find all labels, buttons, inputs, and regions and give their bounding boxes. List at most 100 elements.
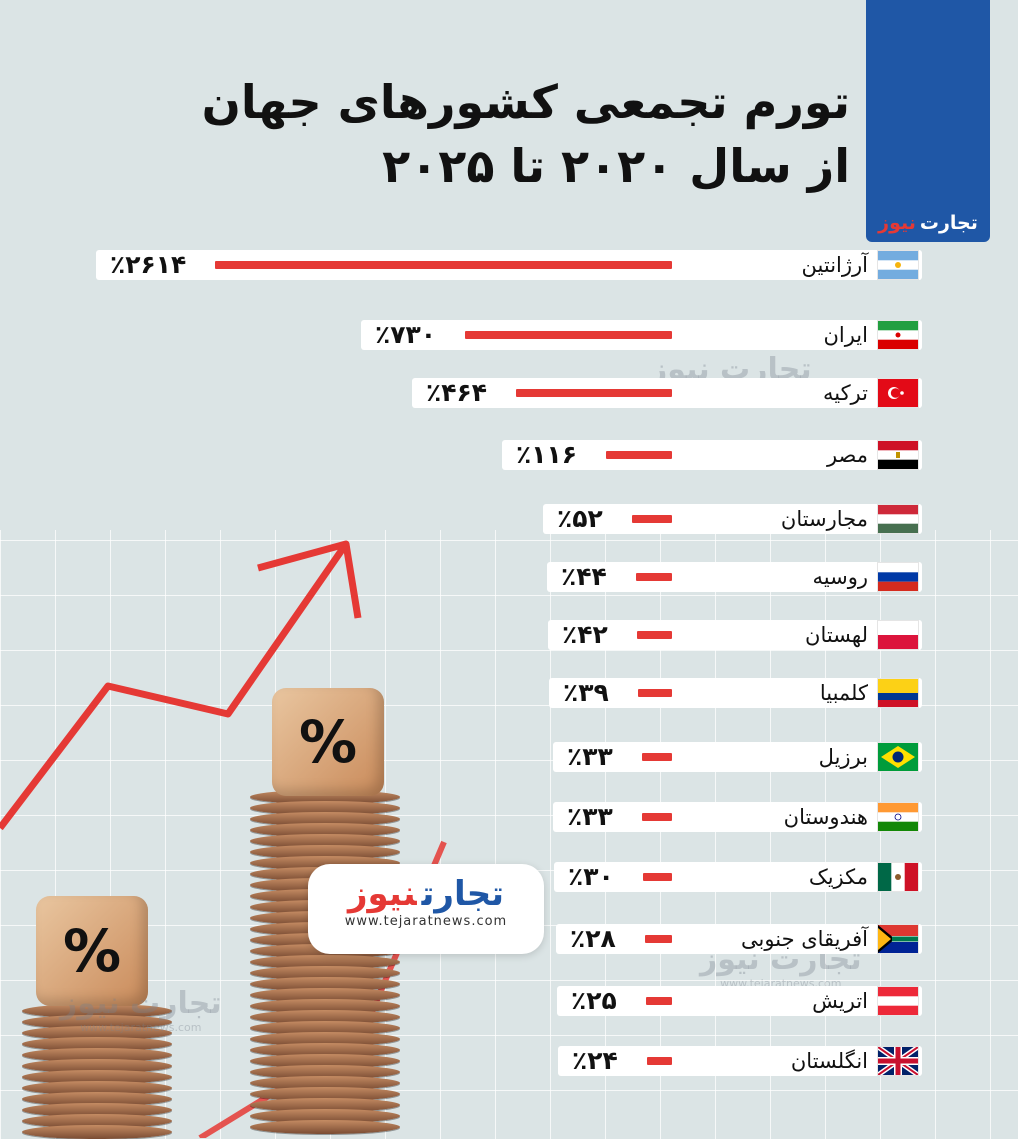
- row-background: [502, 440, 922, 470]
- coin: [22, 1092, 172, 1106]
- coin: [22, 1081, 172, 1095]
- colombia-flag-icon: [878, 679, 918, 707]
- argentina-flag-icon: [878, 251, 918, 279]
- coin: [250, 1043, 400, 1057]
- bar: [647, 1057, 672, 1065]
- south-africa-flag-icon: [878, 925, 918, 953]
- coin-stack-left: [22, 1004, 172, 1139]
- category-label: هندوستان: [783, 805, 868, 829]
- value-label: ٪۳۹: [563, 678, 609, 707]
- poland-flag-icon: [878, 621, 918, 649]
- coin: [250, 1021, 400, 1035]
- category-label: آرژانتین: [801, 253, 868, 277]
- coin: [22, 1103, 172, 1117]
- bar: [465, 331, 672, 339]
- bar: [646, 997, 672, 1005]
- coin: [250, 1032, 400, 1046]
- value-label: ٪۲۶۱۴: [110, 250, 187, 279]
- chart-row: ٪۳۳ هندوستان: [0, 800, 1018, 834]
- coin: [250, 1120, 400, 1134]
- value-label: ٪۳۳: [567, 742, 613, 771]
- russia-flag-icon: [878, 563, 918, 591]
- row-background: [548, 620, 922, 650]
- chart-row: ٪۱۱۶ مصر: [0, 438, 1018, 472]
- value-label: ٪۴۴: [561, 562, 607, 591]
- chart-row: ٪۴۴ روسیه: [0, 560, 1018, 594]
- percent-cube-right: %: [272, 688, 384, 796]
- coin: [250, 999, 400, 1013]
- coin: [22, 1037, 172, 1051]
- row-background: [554, 862, 922, 892]
- chart-title: تورم تجمعی کشورهای جهان از سال ۲۰۲۰ تا ۲…: [200, 70, 850, 198]
- value-label: ٪۲۵: [571, 986, 617, 1015]
- hungary-flag-icon: [878, 505, 918, 533]
- bar: [637, 631, 672, 639]
- row-background: [547, 562, 922, 592]
- uk-flag-icon: [878, 1047, 918, 1075]
- category-label: ایران: [823, 323, 868, 347]
- value-label: ٪۴۶۴: [426, 378, 488, 407]
- chart-row: ٪۳۳ برزیل: [0, 740, 1018, 774]
- brand-header-block: [866, 0, 990, 208]
- category-label: مجارستان: [780, 507, 868, 531]
- brand-logo-badge: تجارتنیوز www.tejaratnews.com: [308, 864, 544, 954]
- row-background: [557, 986, 922, 1016]
- row-background: [543, 504, 922, 534]
- coin: [250, 812, 400, 826]
- chart-row: ٪۴۶۴ ترکیه: [0, 376, 1018, 410]
- chart-row: ٪۲۴ انگلستان: [0, 1044, 1018, 1078]
- coin: [250, 823, 400, 837]
- coin: [22, 1048, 172, 1062]
- brand-url: www.tejaratnews.com: [344, 914, 508, 929]
- coin: [250, 845, 400, 859]
- chart-row: ٪۳۹ کلمبیا: [0, 676, 1018, 710]
- bar: [516, 389, 672, 397]
- austria-flag-icon: [878, 987, 918, 1015]
- bar: [642, 753, 672, 761]
- coin: [22, 1026, 172, 1040]
- coin: [250, 1109, 400, 1123]
- coin: [22, 1125, 172, 1139]
- mexico-flag-icon: [878, 863, 918, 891]
- egypt-flag-icon: [878, 441, 918, 469]
- coin: [250, 834, 400, 848]
- chart-row: ٪۲۸ آفریقای جنوبی: [0, 922, 1018, 956]
- category-label: برزیل: [818, 745, 868, 769]
- value-label: ٪۷۳۰: [375, 320, 437, 349]
- coin: [250, 1098, 400, 1112]
- chart-row: ٪۳۰ مکزیک: [0, 860, 1018, 894]
- bar: [632, 515, 672, 523]
- row-background: [553, 742, 922, 772]
- bar: [645, 935, 672, 943]
- bar: [606, 451, 672, 459]
- chart-row: ٪۴۲ لهستان: [0, 618, 1018, 652]
- category-label: لهستان: [805, 623, 868, 647]
- value-label: ٪۲۸: [570, 924, 616, 953]
- category-label: آفریقای جنوبی: [741, 927, 868, 951]
- bar: [215, 261, 672, 269]
- bar: [643, 873, 672, 881]
- brazil-flag-icon: [878, 743, 918, 771]
- coin: [250, 1010, 400, 1024]
- value-label: ٪۲۴: [572, 1046, 618, 1075]
- bar: [642, 813, 672, 821]
- brand-logo-text: تجارتنیوز: [347, 874, 505, 914]
- bar: [638, 689, 672, 697]
- coin: [22, 1114, 172, 1128]
- category-label: روسیه: [812, 565, 868, 589]
- title-line-1: تورم تجمعی کشورهای جهان: [201, 75, 850, 129]
- chart-row: ٪۵۲ مجارستان: [0, 502, 1018, 536]
- category-label: کلمبیا: [819, 681, 868, 705]
- row-background: [558, 1046, 922, 1076]
- coin: [22, 1070, 172, 1084]
- row-background: [549, 678, 922, 708]
- brand-name-part1: تجارت: [919, 212, 978, 234]
- value-label: ٪۴۲: [562, 620, 608, 649]
- row-background: [553, 802, 922, 832]
- value-label: ٪۵۲: [557, 504, 603, 533]
- coin: [250, 1087, 400, 1101]
- coin: [22, 1004, 172, 1018]
- coin: [250, 988, 400, 1002]
- value-label: ٪۳۰: [568, 862, 614, 891]
